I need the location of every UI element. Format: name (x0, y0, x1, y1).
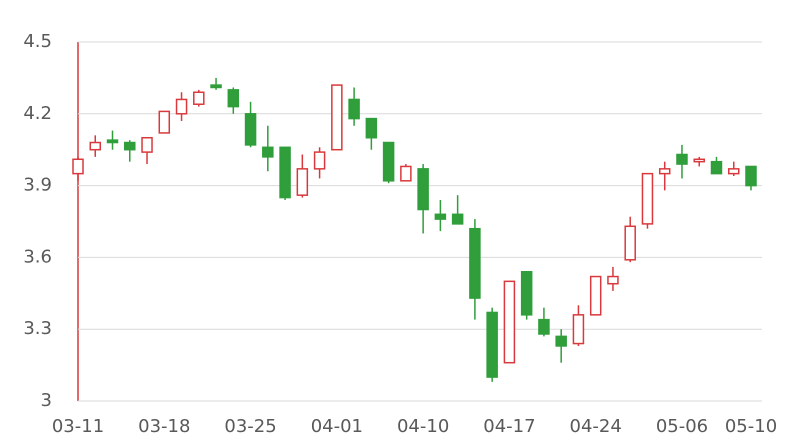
candle-body (693, 158, 705, 163)
y-tick-label: 4.5 (23, 31, 52, 52)
candle-body (72, 158, 84, 175)
x-tick-label: 03-11 (52, 416, 104, 437)
candle-body (555, 335, 567, 347)
candle-body (745, 165, 757, 187)
candle-body (279, 146, 291, 199)
candle-body (400, 165, 412, 182)
candle-body (331, 84, 343, 151)
candle-body (175, 98, 188, 115)
candle-body (227, 89, 240, 108)
candle-body (572, 314, 585, 345)
y-tick-label: 3 (41, 390, 52, 411)
candle-body (676, 153, 688, 165)
candle-body (210, 84, 222, 89)
candle-body (607, 275, 619, 285)
candle-body (520, 271, 533, 316)
x-tick-label: 04-10 (397, 416, 449, 437)
x-tick-label: 05-10 (725, 416, 777, 437)
y-tick-label: 4.2 (23, 103, 52, 124)
candle-body (589, 275, 602, 316)
y-tick-label: 3.6 (23, 246, 52, 267)
candle-body (469, 227, 481, 299)
candle-body (348, 98, 360, 120)
x-tick-label: 05-06 (656, 416, 708, 437)
candle-body (503, 280, 516, 364)
candle-body (641, 172, 654, 225)
candle-body (710, 160, 723, 175)
x-tick-label: 03-25 (224, 416, 276, 437)
candle-body (451, 213, 464, 225)
candle-body (624, 225, 636, 261)
candle-body (417, 168, 429, 211)
candle-body (158, 110, 171, 134)
candle-body (658, 168, 671, 175)
candle-body (486, 311, 498, 378)
candle-body (727, 168, 740, 175)
candle-body (296, 168, 309, 196)
x-tick-label: 04-24 (570, 416, 622, 437)
x-tick-label: 04-01 (311, 416, 363, 437)
candle-body (538, 318, 550, 335)
y-tick-label: 3.9 (23, 175, 52, 196)
candle-body (193, 91, 205, 105)
y-tick-label: 3.3 (23, 318, 52, 339)
candle-body (106, 139, 119, 144)
candle-body (89, 141, 102, 151)
candle-body (365, 117, 378, 139)
candle-body (313, 151, 326, 170)
candle-body (434, 213, 447, 220)
x-tick-label: 03-18 (138, 416, 190, 437)
candle-body (382, 141, 395, 182)
candle-body (244, 113, 257, 146)
candle-body (262, 146, 274, 158)
candle-body (124, 141, 136, 151)
x-tick-label: 04-17 (483, 416, 535, 437)
candle-body (141, 136, 153, 153)
